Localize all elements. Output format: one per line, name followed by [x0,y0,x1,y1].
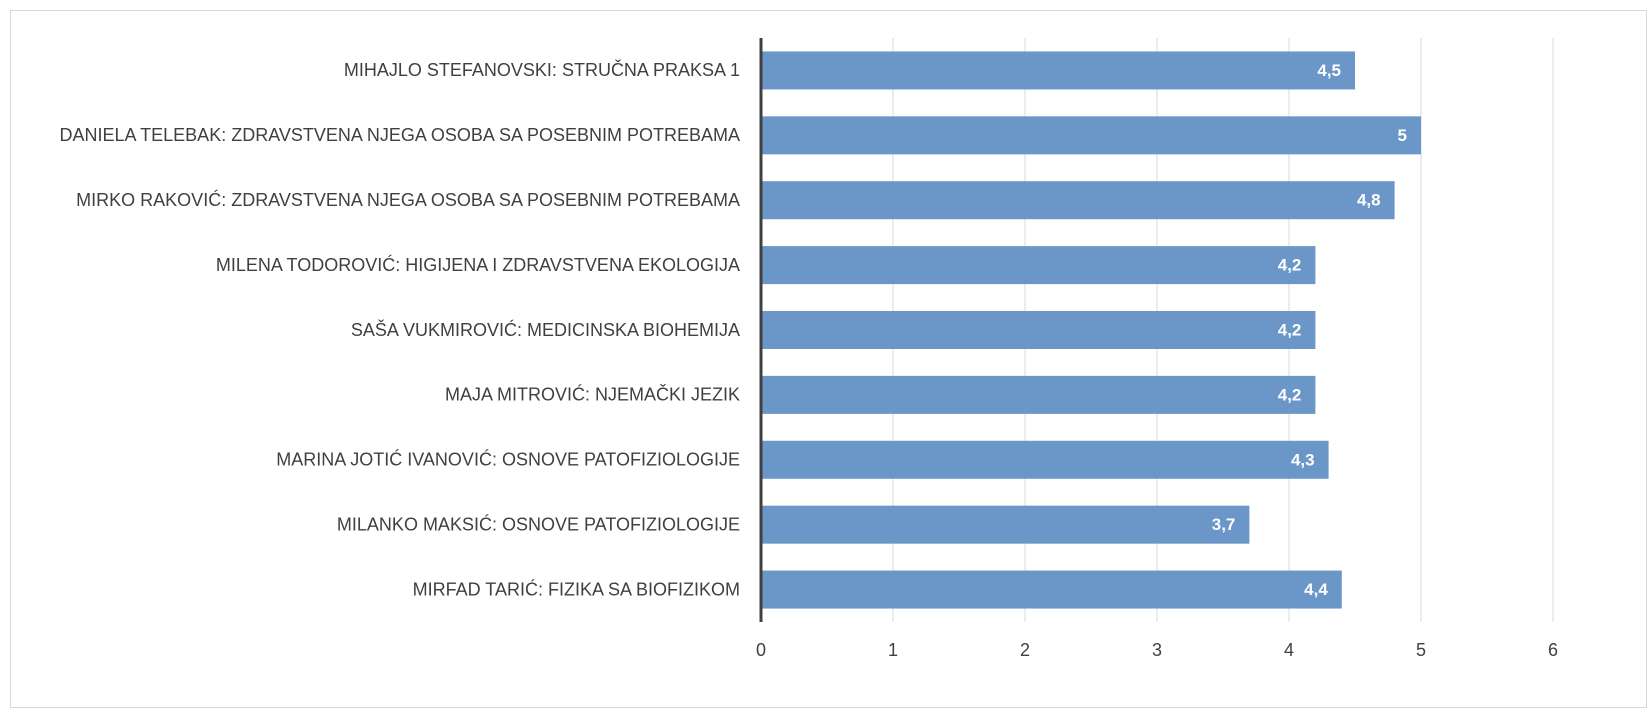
bar [761,311,1316,349]
x-tick-label: 0 [756,640,766,660]
data-label: 4,4 [1304,580,1328,599]
y-tick-label: MIRFAD TARIĆ: FIZIKA SA BIOFIZIKOM [413,578,740,599]
x-tick-label: 4 [1284,640,1294,660]
x-tick-label: 3 [1152,640,1162,660]
bar [761,116,1421,155]
y-tick-label: MILANKO MAKSIĆ: OSNOVE PATOFIZIOLOGIJE [337,513,740,534]
chart-border [10,10,1647,708]
data-label: 4,2 [1278,320,1302,339]
data-label: 4,2 [1278,385,1302,404]
y-tick-label: MAJA MITROVIĆ: NJEMAČKI JEZIK [445,384,740,405]
y-tick-label: MIHAJLO STEFANOVSKI: STRUČNA PRAKSA 1 [344,59,740,80]
data-label: 4,2 [1278,256,1302,275]
data-label: 4,3 [1291,450,1315,469]
bar [761,51,1355,90]
y-tick-label: SAŠA VUKMIROVIĆ: MEDICINSKA BIOHEMIJA [351,319,740,340]
data-label: 3,7 [1212,515,1236,534]
y-tick-label: DANIELA TELEBAK: ZDRAVSTVENA NJEGA OSOBA… [59,125,740,145]
bar [761,440,1329,479]
y-tick-label: MILENA TODOROVIĆ: HIGIJENA I ZDRAVSTVENA… [216,254,740,275]
bar [761,375,1316,414]
x-tick-label: 6 [1548,640,1558,660]
data-label: 4,5 [1317,61,1341,80]
x-tick-label: 1 [888,640,898,660]
data-label: 4,8 [1357,191,1381,210]
y-tick-label: MARINA JOTIĆ IVANOVIĆ: OSNOVE PATOFIZIOL… [276,449,740,470]
bar [761,181,1395,220]
bar [761,246,1316,285]
y-tick-label: MIRKO RAKOVIĆ: ZDRAVSTVENA NJEGA OSOBA S… [76,189,740,210]
bar [761,570,1342,609]
x-tick-label: 2 [1020,640,1030,660]
data-label: 5 [1398,126,1407,145]
x-tick-label: 5 [1416,640,1426,660]
bar [761,505,1250,544]
